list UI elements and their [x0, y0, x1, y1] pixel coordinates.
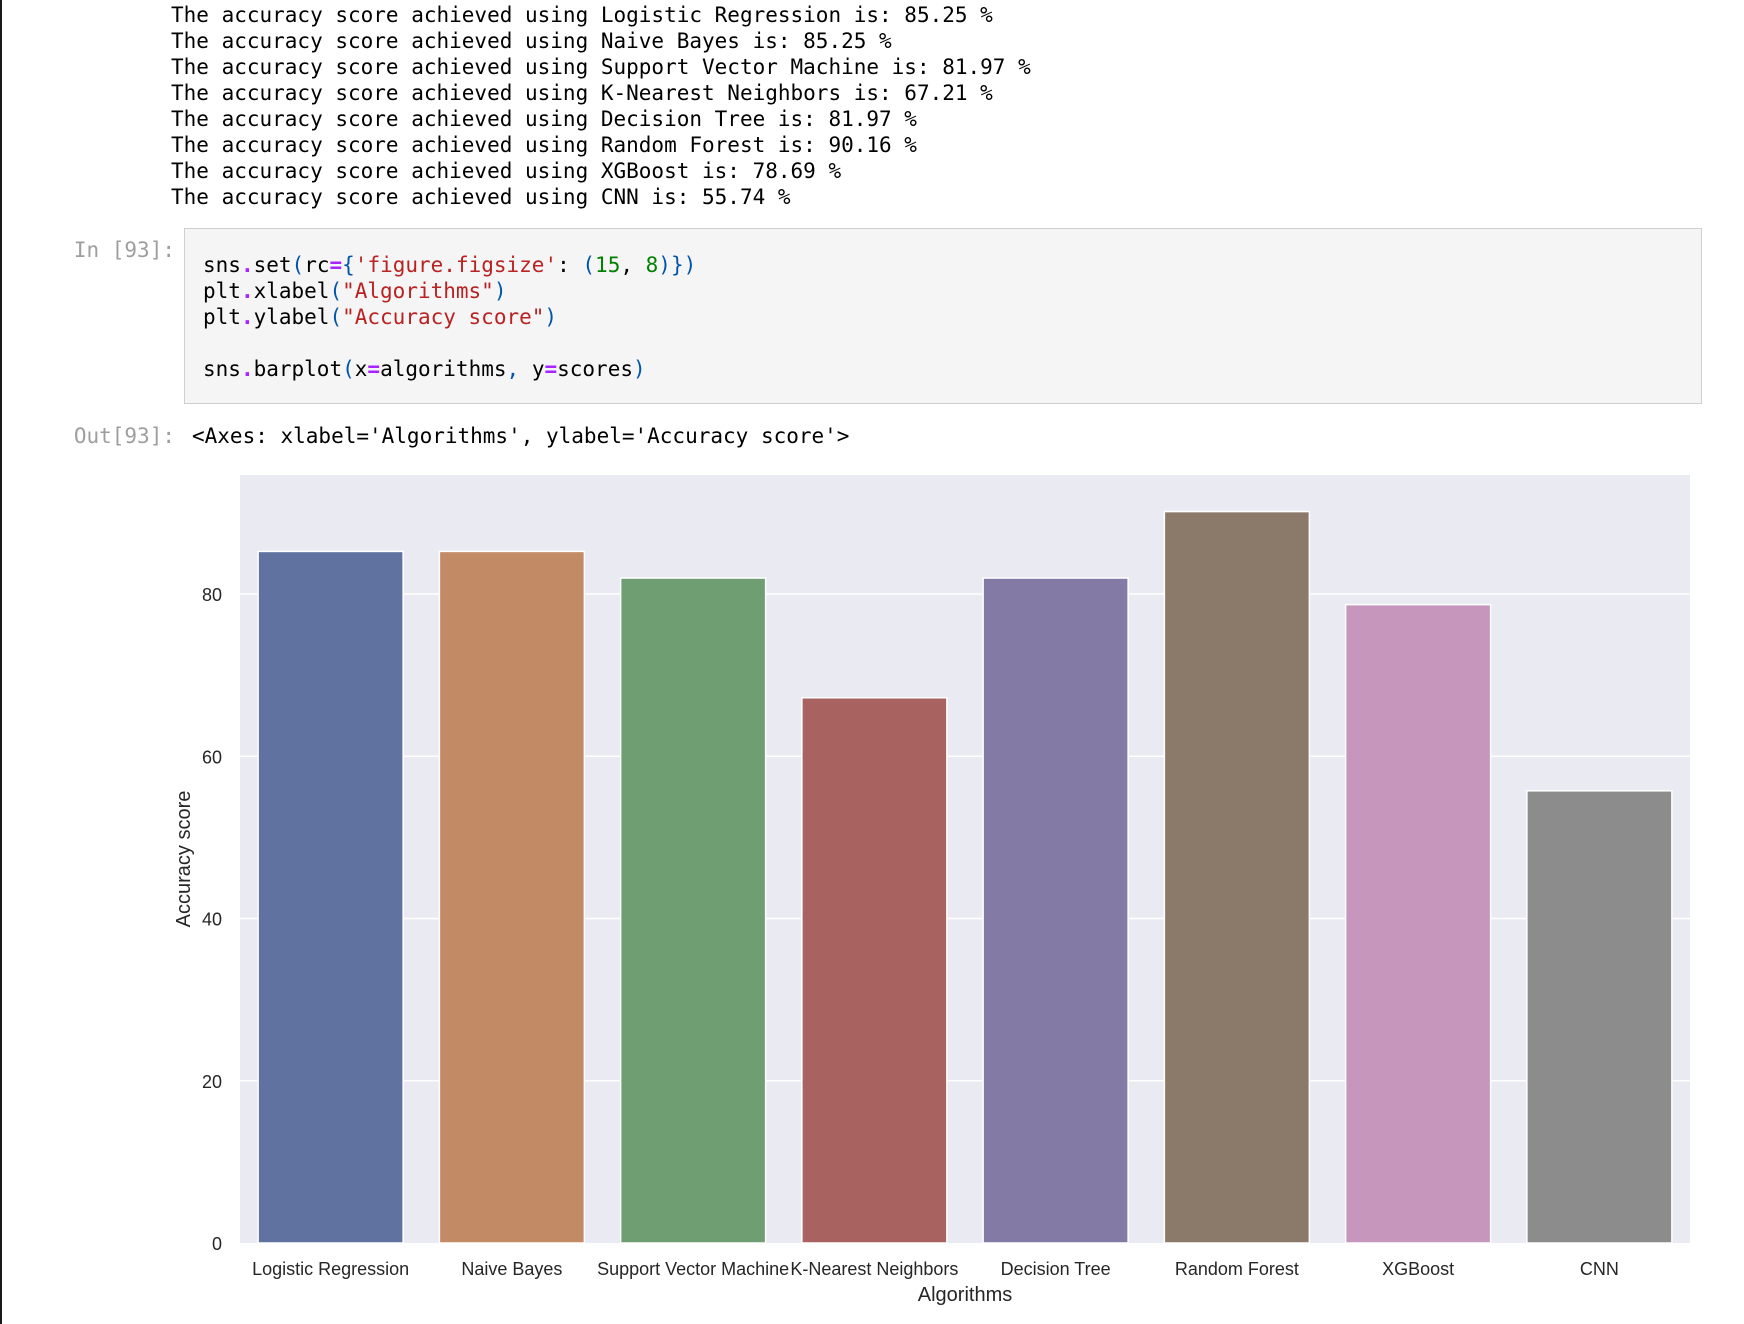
- y-tick-label: 40: [202, 910, 222, 930]
- x-tick-label: Random Forest: [1175, 1259, 1299, 1279]
- x-tick-label: Decision Tree: [1001, 1259, 1111, 1279]
- stdout-line: The accuracy score achieved using Random…: [171, 133, 917, 157]
- y-tick-label: 20: [202, 1072, 222, 1092]
- y-axis-label: Accuracy score: [173, 791, 195, 928]
- stdout-line: The accuracy score achieved using Naive …: [171, 29, 892, 53]
- y-tick-label: 60: [202, 747, 222, 767]
- stdout-line: The accuracy score achieved using Decisi…: [171, 107, 917, 131]
- bar: [982, 577, 1129, 1244]
- stdout-line: The accuracy score achieved using Logist…: [171, 3, 993, 27]
- bar: [1163, 510, 1311, 1244]
- bar: [619, 577, 767, 1244]
- x-tick-label: Logistic Regression: [252, 1259, 409, 1279]
- bar: [438, 550, 586, 1244]
- code-line-blank: [203, 330, 696, 356]
- x-tick-label: Naive Bayes: [461, 1259, 562, 1279]
- x-tick-label: CNN: [1580, 1259, 1619, 1279]
- code-cell[interactable]: sns.set(rc={'figure.figsize': (15, 8)}) …: [184, 228, 1702, 404]
- code-line: plt.ylabel("Accuracy score"): [203, 305, 558, 329]
- left-frame-border: [0, 0, 2, 1324]
- bar: [1344, 603, 1492, 1244]
- x-tick-label: XGBoost: [1382, 1259, 1454, 1279]
- bar: [1526, 790, 1673, 1244]
- stdout-line: The accuracy score achieved using CNN is…: [171, 185, 791, 209]
- stdout-line: The accuracy score achieved using Suppor…: [171, 55, 1031, 79]
- stdout-line: The accuracy score achieved using K-Near…: [171, 81, 993, 105]
- code-line: sns.barplot(x=algorithms, y=scores): [203, 357, 646, 381]
- y-tick-label: 80: [202, 585, 222, 605]
- y-tick-label: 0: [212, 1234, 222, 1254]
- cell-stdout: The accuracy score achieved using Logist…: [171, 2, 1031, 210]
- code-editor[interactable]: sns.set(rc={'figure.figsize': (15, 8)}) …: [203, 252, 696, 382]
- bar: [257, 550, 404, 1244]
- output-repr: <Axes: xlabel='Algorithms', ylabel='Accu…: [192, 424, 850, 448]
- stdout-line: The accuracy score achieved using XGBoos…: [171, 159, 842, 183]
- code-line: sns.set(rc={'figure.figsize': (15, 8)}): [203, 253, 697, 277]
- bar: [801, 697, 948, 1244]
- input-prompt: In [93]:: [73, 238, 175, 262]
- bar-chart: 0 20 40 60 80 Logistic Regression Naive Bayes S…: [173, 475, 1690, 1306]
- x-tick-label: K-Nearest Neighbors: [790, 1259, 958, 1279]
- x-axis-label: Algorithms: [918, 1284, 1012, 1306]
- x-tick-label: Support Vector Machine: [597, 1259, 789, 1279]
- code-line: plt.xlabel("Algorithms"): [203, 279, 507, 303]
- output-prompt: Out[93]:: [73, 424, 175, 448]
